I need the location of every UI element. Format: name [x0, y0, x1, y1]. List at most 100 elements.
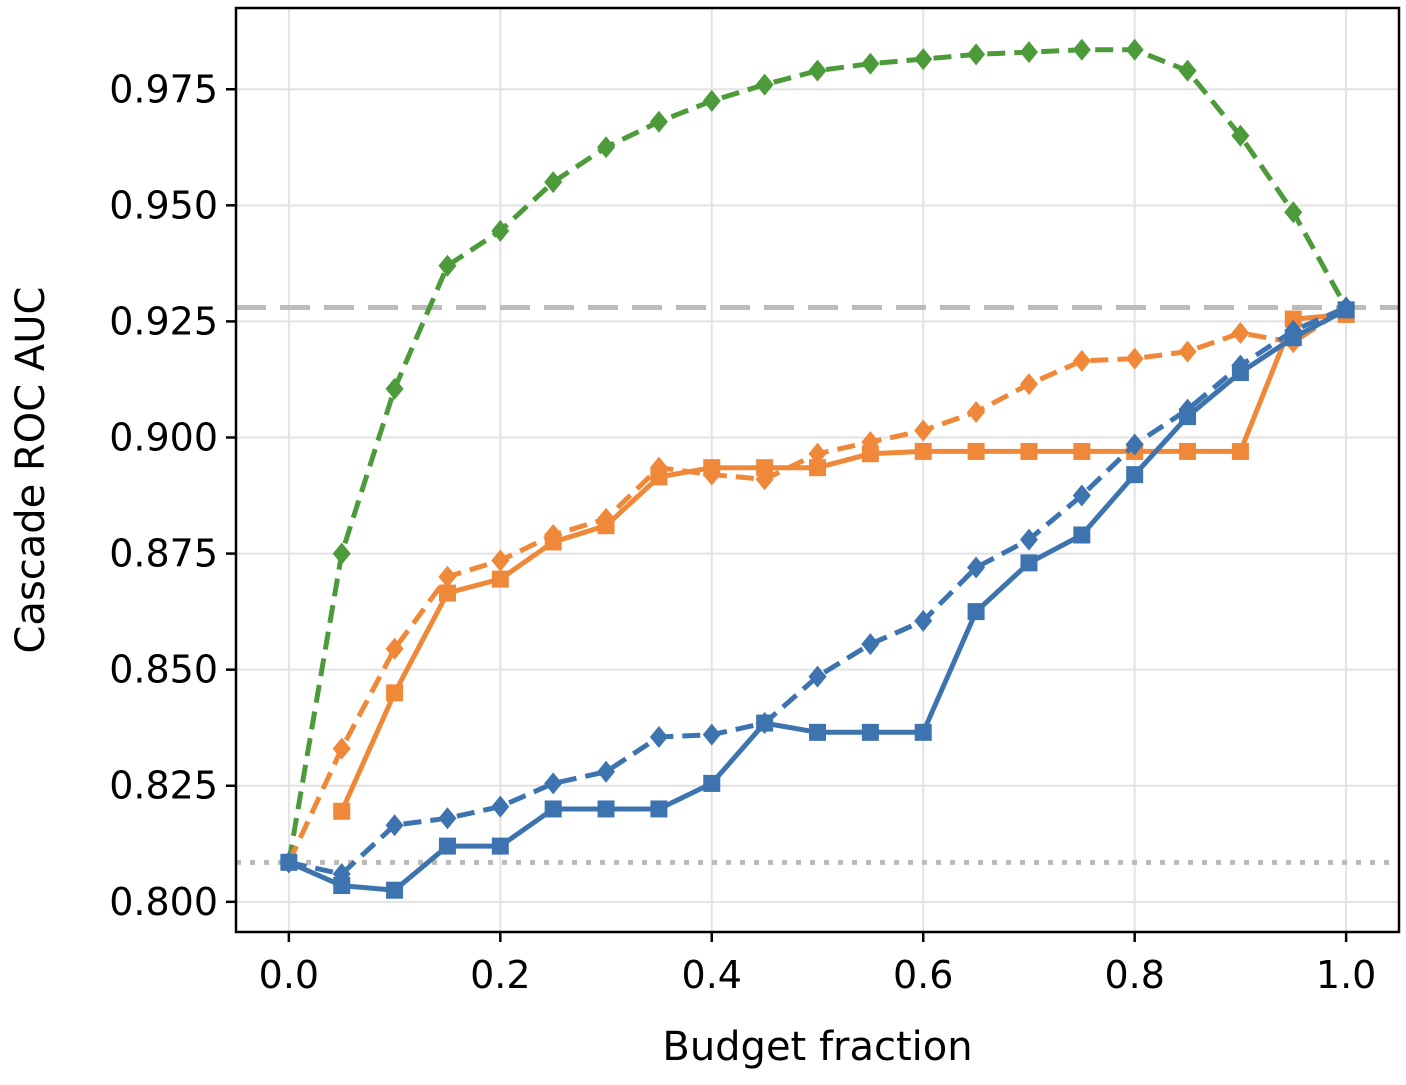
data-point — [1179, 442, 1197, 460]
data-point — [385, 637, 404, 660]
series-line — [288, 305, 1348, 877]
data-point — [649, 725, 668, 748]
data-point — [1178, 59, 1197, 82]
data-point — [1231, 442, 1249, 460]
y-tick-label: 0.950 — [109, 183, 218, 227]
data-point — [544, 533, 562, 551]
data-point — [1072, 349, 1091, 372]
data-point — [861, 52, 880, 75]
data-point — [1284, 310, 1302, 328]
x-tick-label: 0.8 — [1104, 953, 1164, 997]
series-2 — [333, 305, 1355, 820]
data-point — [967, 603, 985, 621]
data-point — [808, 59, 827, 82]
data-point — [491, 219, 510, 242]
data-point — [809, 459, 826, 477]
data-point — [756, 714, 774, 732]
data-point — [544, 772, 563, 795]
data-point — [1337, 301, 1355, 319]
data-point — [967, 442, 985, 460]
data-point — [438, 565, 457, 588]
data-point — [1284, 201, 1303, 224]
data-point — [650, 800, 668, 818]
y-tick-label: 0.800 — [109, 880, 218, 924]
data-point — [967, 43, 986, 66]
series-layer — [279, 38, 1356, 899]
y-tick-label: 0.850 — [109, 648, 218, 692]
data-point — [1179, 408, 1197, 426]
data-point — [438, 254, 457, 277]
data-point — [914, 723, 932, 741]
data-point — [438, 807, 457, 830]
data-point — [280, 853, 298, 871]
y-tick-label: 0.825 — [109, 764, 218, 808]
series-0 — [279, 38, 1356, 874]
data-point — [967, 556, 986, 579]
data-point — [1073, 526, 1091, 544]
data-point — [1125, 433, 1144, 456]
data-point — [597, 136, 616, 159]
data-point — [861, 723, 879, 741]
data-point — [386, 684, 404, 702]
data-point — [756, 459, 774, 477]
data-point — [1178, 340, 1197, 363]
data-point — [386, 881, 404, 899]
data-point — [438, 837, 456, 855]
data-point — [1020, 554, 1038, 572]
data-point — [861, 445, 879, 463]
data-point — [597, 517, 615, 535]
data-point — [385, 814, 404, 837]
data-point — [597, 800, 615, 818]
data-point — [914, 609, 933, 632]
data-point — [1125, 38, 1144, 61]
data-point — [1284, 329, 1302, 347]
data-point — [649, 110, 668, 133]
y-tick-label: 0.975 — [109, 67, 218, 111]
data-point — [650, 468, 668, 486]
data-point — [702, 723, 721, 746]
data-point — [385, 377, 404, 400]
data-point — [333, 877, 351, 895]
data-point — [1231, 363, 1249, 381]
data-point — [809, 723, 826, 741]
data-point — [914, 419, 933, 442]
y-tick-label: 0.900 — [109, 415, 218, 459]
x-tick-label: 1.0 — [1316, 953, 1376, 997]
data-point — [544, 171, 563, 194]
data-point — [1019, 41, 1038, 64]
data-point — [1231, 322, 1250, 345]
x-tick-label: 0.0 — [259, 953, 319, 997]
data-point — [1231, 124, 1250, 147]
data-point — [332, 542, 351, 565]
y-tick-label: 0.925 — [109, 299, 218, 343]
data-point — [597, 760, 616, 783]
x-tick-label: 0.4 — [682, 953, 742, 997]
data-point — [1019, 528, 1038, 551]
data-point — [702, 89, 721, 112]
data-point — [332, 737, 351, 760]
y-axis-ticks: 0.800 0.825 0.850 0.875 0.900 0.925 0.950 0.975 — [109, 67, 236, 924]
data-point — [914, 48, 933, 71]
data-point — [491, 795, 510, 818]
data-point — [491, 837, 509, 855]
data-point — [438, 584, 456, 602]
data-point — [1020, 442, 1038, 460]
data-point — [1073, 442, 1091, 460]
data-point — [544, 800, 562, 818]
data-point — [755, 73, 774, 96]
data-point — [1019, 373, 1038, 396]
plot-frame — [234, 6, 1401, 934]
data-point — [808, 665, 827, 688]
x-axis-ticks: 0.0 0.2 0.4 0.6 0.8 1.0 — [259, 932, 1376, 997]
data-point — [491, 549, 510, 572]
x-tick-label: 0.6 — [893, 953, 953, 997]
series-4 — [280, 301, 1355, 899]
data-point — [333, 802, 351, 820]
data-point — [1072, 38, 1091, 61]
series-line — [339, 312, 1347, 813]
data-point — [1072, 484, 1091, 507]
data-point — [703, 459, 721, 477]
data-point — [491, 570, 509, 588]
x-tick-label: 0.2 — [470, 953, 530, 997]
